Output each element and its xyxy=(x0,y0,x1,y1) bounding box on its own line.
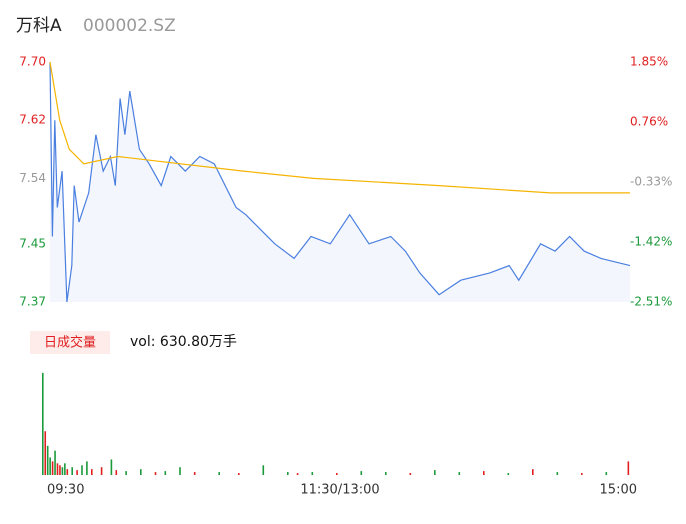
x-tick-label: 15:00 xyxy=(600,483,637,498)
volume-tag: 日成交量 xyxy=(44,335,96,351)
volume-bar xyxy=(154,472,157,475)
volume-bar xyxy=(627,461,630,475)
volume-bar xyxy=(51,461,54,475)
volume-bar xyxy=(262,465,265,475)
volume-bar xyxy=(360,471,363,475)
volume-bar xyxy=(556,472,559,475)
stock-code: 000002.SZ xyxy=(83,16,176,36)
y2-tick-label: -1.42% xyxy=(630,235,672,249)
volume-bar xyxy=(336,473,338,475)
volume-bar xyxy=(59,465,61,475)
volume-bar xyxy=(64,463,66,475)
volume-bar xyxy=(100,467,103,475)
y-tick-label: 7.54 xyxy=(19,171,46,185)
volume-bar xyxy=(287,472,289,475)
volume-bar xyxy=(49,457,51,475)
volume-tag-bg xyxy=(30,331,110,354)
volume-bar xyxy=(532,469,534,475)
volume-bar xyxy=(218,472,220,475)
volume-bar xyxy=(44,431,47,475)
volume-bar xyxy=(66,469,69,475)
volume-bar xyxy=(115,470,118,475)
y-tick-label: 7.45 xyxy=(19,236,46,250)
y2-tick-label: -0.33% xyxy=(630,175,672,189)
y2-tick-label: -2.51% xyxy=(630,295,672,309)
volume-bar xyxy=(483,471,485,475)
average-line xyxy=(49,61,630,194)
volume-bar xyxy=(581,473,583,475)
volume-bar xyxy=(46,445,49,475)
volume-bar xyxy=(91,469,93,475)
volume-bar xyxy=(71,467,73,475)
y-tick-label: 7.62 xyxy=(19,113,46,127)
volume-bar xyxy=(507,473,510,475)
stock-name: 万科A xyxy=(16,16,62,36)
volume-bar xyxy=(56,463,59,475)
volume-bar xyxy=(125,471,127,475)
volume-bar xyxy=(54,450,56,475)
volume-bar xyxy=(296,473,299,475)
volume-bar xyxy=(76,470,78,475)
volume-bar xyxy=(164,471,167,475)
volume-bar xyxy=(110,459,113,475)
y-tick-label: 7.37 xyxy=(19,295,46,309)
y2-tick-label: 0.76% xyxy=(630,115,668,129)
volume-bar xyxy=(179,467,181,475)
x-tick-label: 09:30 xyxy=(47,483,84,498)
volume-bar xyxy=(193,472,196,475)
volume-bar xyxy=(140,469,142,475)
x-tick-label: 11:30/13:00 xyxy=(300,483,379,498)
volume-bar xyxy=(311,472,314,475)
volume-bar xyxy=(605,472,608,475)
y-tick-label: 7.70 xyxy=(19,55,46,69)
volume-bar xyxy=(238,473,240,475)
volume-bar xyxy=(434,470,436,475)
volume-bar xyxy=(385,472,387,475)
price-area xyxy=(50,62,630,302)
volume-bar xyxy=(81,465,83,475)
price-line xyxy=(49,61,631,303)
volume-bar xyxy=(458,472,461,475)
y2-tick-label: 1.85% xyxy=(630,55,668,69)
volume-bar xyxy=(42,372,44,475)
volume-summary: vol: 630.80万手 xyxy=(130,334,237,350)
volume-bar xyxy=(61,467,64,475)
volume-bar xyxy=(409,473,412,475)
volume-bar xyxy=(86,461,88,475)
